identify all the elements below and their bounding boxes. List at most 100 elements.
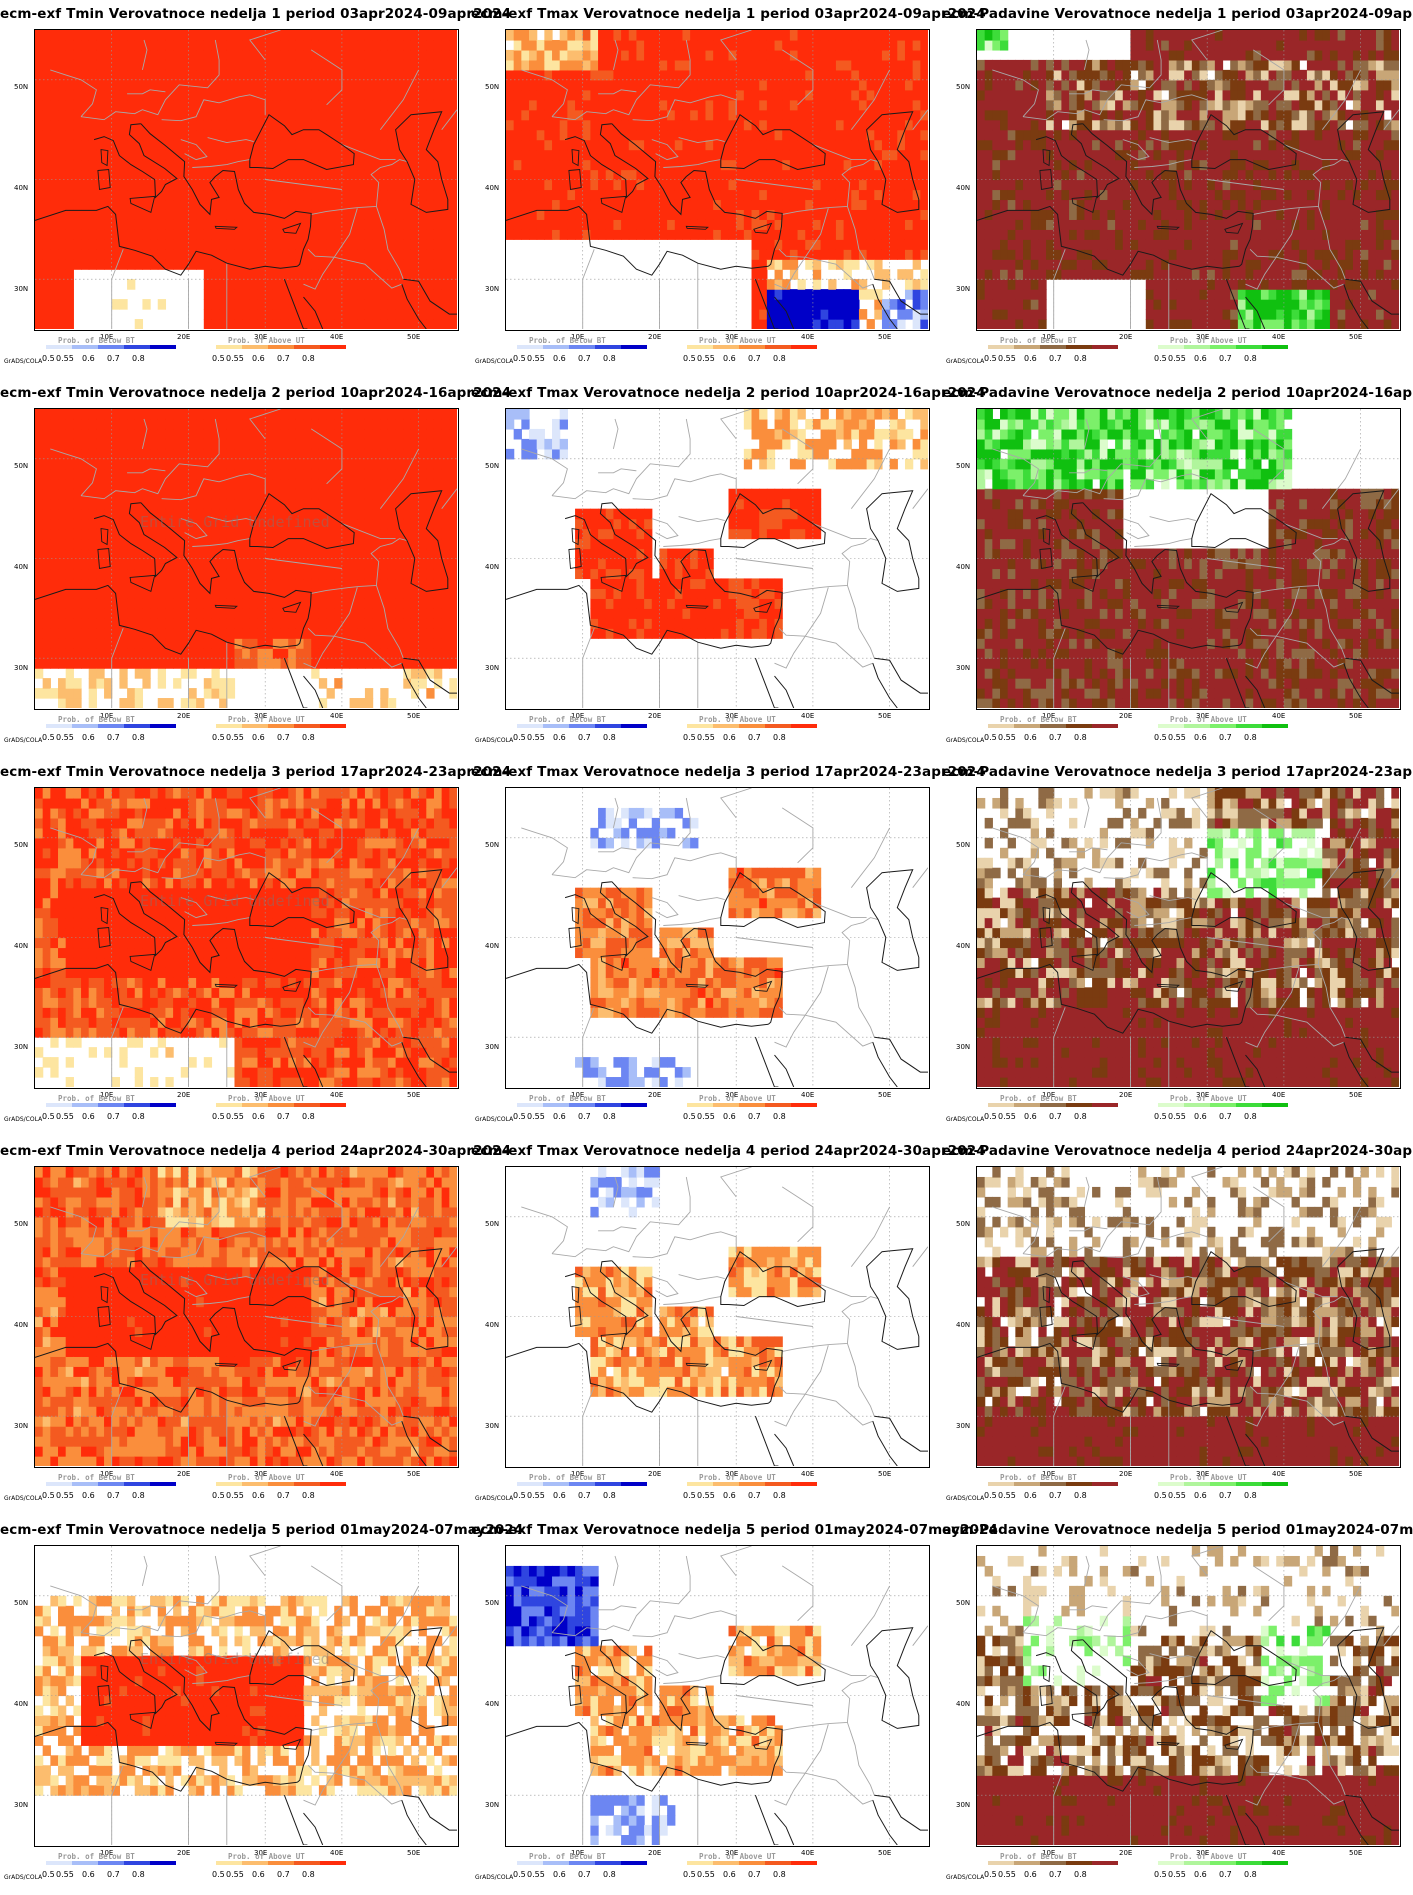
probability-cell [759, 299, 768, 310]
probability-cell [119, 578, 128, 589]
probability-cell [265, 259, 274, 270]
probability-cell [1352, 219, 1362, 230]
probability-cell [280, 30, 289, 41]
probability-cell [119, 229, 128, 240]
probability-cell [311, 209, 320, 220]
probability-cell [544, 209, 553, 220]
probability-cell [257, 149, 266, 161]
probability-cell [65, 678, 74, 689]
probability-cell [866, 289, 875, 300]
probability-cell [219, 199, 228, 210]
probability-cell [349, 99, 358, 111]
probability-cell [920, 299, 928, 310]
probability-cell [1184, 219, 1193, 230]
probability-cell [257, 219, 266, 230]
probability-cell [65, 30, 74, 41]
probability-cell [1061, 259, 1070, 270]
probability-cell [349, 39, 358, 51]
probability-cell [203, 159, 213, 171]
probability-cell [142, 219, 151, 230]
probability-cell [881, 309, 891, 320]
map-plot-area [34, 408, 459, 710]
probability-cell [1329, 319, 1339, 329]
probability-cell [1345, 69, 1354, 81]
probability-cell [81, 578, 90, 589]
probability-cell [65, 438, 74, 450]
probability-cell [1306, 299, 1316, 310]
probability-cell [759, 269, 768, 280]
probability-cell [759, 79, 768, 91]
probability-cell [513, 219, 522, 230]
probability-cell [590, 89, 599, 101]
probability-cell [843, 249, 852, 260]
probability-cell [111, 548, 120, 560]
probability-cell [119, 648, 128, 659]
probability-cell [165, 189, 174, 201]
probability-cell [1176, 289, 1185, 300]
probability-cell [1291, 89, 1300, 101]
probability-cell [759, 179, 768, 191]
probability-cell [1253, 229, 1262, 240]
probability-cell [521, 139, 530, 151]
probability-cell [357, 199, 366, 210]
probability-cell [127, 209, 136, 220]
probability-cell [58, 678, 67, 689]
probability-cell [628, 179, 638, 191]
probability-cell [1276, 279, 1285, 290]
probability-cell [992, 99, 1001, 111]
probability-cell [180, 179, 190, 191]
probability-cell [682, 219, 691, 230]
probability-cell [433, 179, 443, 191]
probability-cell [1092, 149, 1101, 161]
probability-cell [334, 299, 343, 310]
probability-cell [50, 538, 59, 550]
probability-cell [81, 139, 90, 151]
probability-cell [858, 129, 868, 141]
colorbar-swatch [1014, 345, 1040, 349]
probability-cell [35, 209, 44, 220]
probability-cell [380, 309, 389, 320]
probability-cell [265, 119, 274, 131]
probability-cell [173, 259, 182, 270]
probability-cell [1337, 319, 1346, 329]
probability-cell [387, 299, 397, 310]
probability-cell [1214, 59, 1224, 71]
probability-cell [1191, 289, 1201, 300]
probability-cell [1168, 189, 1178, 201]
probability-cell [349, 219, 358, 230]
probability-cell [904, 169, 914, 181]
probability-cell [1276, 119, 1285, 131]
probability-cell [180, 149, 190, 161]
probability-cell [682, 189, 691, 201]
probability-cell [984, 139, 993, 151]
probability-cell [843, 109, 852, 121]
probability-cell [203, 229, 213, 240]
probability-cell [751, 189, 760, 201]
probability-cell [111, 159, 120, 171]
probability-cell [1053, 189, 1062, 201]
probability-cell [58, 688, 67, 699]
probability-cell [858, 209, 868, 220]
probability-cell [127, 59, 136, 71]
probability-cell [372, 319, 381, 329]
probability-cell [1099, 209, 1109, 220]
probability-cell [904, 69, 914, 81]
probability-cell [226, 279, 236, 290]
probability-cell [766, 319, 776, 329]
probability-cell [1391, 259, 1399, 270]
probability-cell [119, 30, 128, 41]
probability-cell [805, 299, 814, 310]
probability-cell [977, 229, 986, 240]
probability-cell [567, 229, 576, 240]
probability-cell [1038, 109, 1047, 121]
probability-cell [812, 39, 822, 51]
probability-cell [1291, 39, 1300, 51]
probability-cell [211, 289, 220, 300]
probability-cell [242, 229, 251, 240]
probability-cell [552, 139, 561, 151]
probability-cell [364, 239, 374, 250]
probability-cell [736, 199, 745, 210]
probability-cell [897, 169, 906, 181]
probability-cell [42, 628, 51, 639]
probability-cell [881, 89, 891, 101]
